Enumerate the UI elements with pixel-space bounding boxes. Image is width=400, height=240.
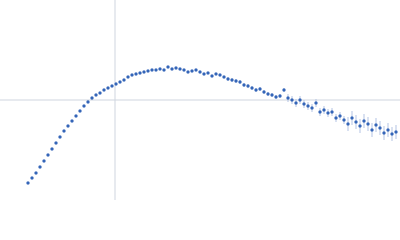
data-point <box>314 101 318 105</box>
data-point <box>382 131 386 135</box>
data-point <box>166 65 170 69</box>
data-point <box>334 116 338 120</box>
data-point <box>106 86 110 90</box>
data-point <box>158 67 162 71</box>
data-point <box>150 68 154 72</box>
data-point <box>122 78 126 82</box>
data-point <box>26 181 30 185</box>
data-point <box>102 88 106 92</box>
page: {"chart_data": {"type": "scatter", "x": … <box>0 0 400 200</box>
data-point <box>254 88 258 92</box>
data-point <box>186 70 190 74</box>
data-point <box>350 116 354 120</box>
data-point <box>86 100 90 104</box>
data-point <box>278 94 282 98</box>
data-point <box>234 79 238 83</box>
data-point <box>302 102 306 106</box>
data-point <box>78 109 82 113</box>
data-point <box>394 130 398 134</box>
data-point <box>342 118 346 122</box>
data-point <box>242 83 246 87</box>
data-point <box>38 165 42 169</box>
data-point <box>134 72 138 76</box>
data-point <box>202 72 206 76</box>
data-point <box>346 122 350 126</box>
data-point <box>390 132 394 136</box>
data-point <box>266 92 270 96</box>
data-point <box>70 119 74 123</box>
data-point <box>178 67 182 71</box>
data-point <box>338 114 342 118</box>
data-point <box>94 93 98 97</box>
data-point <box>358 124 362 128</box>
data-point <box>118 80 122 84</box>
data-point <box>130 73 134 77</box>
data-point <box>258 87 262 91</box>
data-point <box>270 93 274 97</box>
data-point <box>386 128 390 132</box>
data-point <box>222 75 226 79</box>
data-point <box>82 104 86 108</box>
data-point <box>238 80 242 84</box>
data-point <box>54 141 58 145</box>
data-point <box>34 171 38 175</box>
data-point <box>74 114 78 118</box>
data-point <box>146 69 150 73</box>
data-point <box>190 69 194 73</box>
data-point <box>250 86 254 90</box>
data-point <box>274 95 278 99</box>
data-point <box>294 101 298 105</box>
data-point <box>322 108 326 112</box>
data-point <box>170 67 174 71</box>
data-point <box>326 111 330 115</box>
data-point <box>362 119 366 123</box>
data-point <box>110 84 114 88</box>
data-point <box>230 78 234 82</box>
data-point <box>62 129 66 133</box>
data-point <box>218 73 222 77</box>
data-point <box>162 68 166 72</box>
data-point <box>262 90 266 94</box>
data-point <box>198 70 202 74</box>
data-point <box>142 70 146 74</box>
data-point <box>290 98 294 102</box>
data-point <box>114 82 118 86</box>
data-point <box>58 135 62 139</box>
data-point <box>46 153 50 157</box>
data-point <box>194 68 198 72</box>
data-point <box>282 88 286 92</box>
data-point <box>50 147 54 151</box>
data-point <box>174 66 178 70</box>
data-point <box>154 68 158 72</box>
data-point <box>286 96 290 100</box>
data-point <box>318 110 322 114</box>
data-point <box>354 120 358 124</box>
data-point <box>182 68 186 72</box>
data-point <box>30 176 34 180</box>
data-point <box>374 123 378 127</box>
data-point <box>66 124 70 128</box>
data-point <box>210 74 214 78</box>
data-point <box>330 110 334 114</box>
data-point <box>42 159 46 163</box>
data-point <box>310 106 314 110</box>
data-point <box>126 75 130 79</box>
data-point <box>214 72 218 76</box>
data-point <box>298 98 302 102</box>
data-point <box>366 122 370 126</box>
data-point <box>370 128 374 132</box>
chart <box>0 0 400 200</box>
data-point <box>90 96 94 100</box>
data-point <box>98 91 102 95</box>
data-point <box>306 104 310 108</box>
data-point <box>206 71 210 75</box>
data-point <box>138 71 142 75</box>
data-point <box>378 126 382 130</box>
data-point <box>226 77 230 81</box>
data-point <box>246 84 250 88</box>
